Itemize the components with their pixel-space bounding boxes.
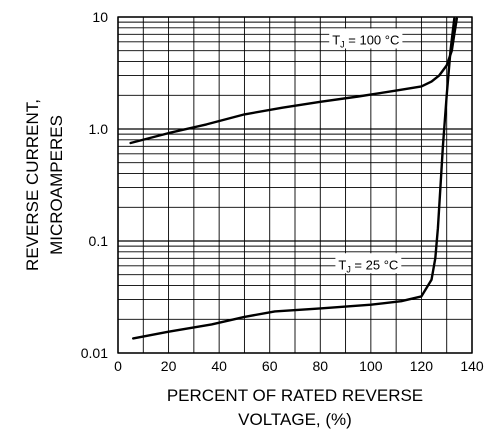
x-tick-label: 80 bbox=[312, 358, 328, 374]
y-axis-title-line-2: MICROAMPERES bbox=[47, 115, 66, 255]
y-tick-label: 0.01 bbox=[81, 345, 108, 361]
axis-titles: PERCENT OF RATED REVERSE VOLTAGE, (%) REVE… bbox=[23, 99, 423, 429]
y-tick-label: 0.1 bbox=[89, 233, 109, 249]
x-tick-label: 0 bbox=[114, 358, 122, 374]
series-line-2 bbox=[132, 17, 456, 340]
curve-label-subscript: J bbox=[340, 39, 345, 49]
x-axis-title-line-2: VOLTAGE, (%) bbox=[238, 410, 352, 429]
x-tick-label: 120 bbox=[410, 358, 434, 374]
curve-label-text: TJ = 100 °C bbox=[332, 32, 399, 49]
curve-labels: TJ = 100 °CTJ = 25 °C bbox=[329, 28, 403, 274]
curve-label-2: TJ = 25 °C bbox=[335, 253, 402, 274]
curve-label-background bbox=[329, 28, 403, 49]
x-tick-label: 40 bbox=[211, 358, 227, 374]
curve-label-main: T bbox=[338, 257, 346, 272]
grid bbox=[117, 16, 473, 354]
x-tick-label: 20 bbox=[161, 358, 177, 374]
curve-label-subscript: J bbox=[346, 264, 351, 274]
y-tick-label: 10 bbox=[92, 9, 108, 25]
x-tick-label: 100 bbox=[359, 358, 383, 374]
curve-label-1: TJ = 100 °C bbox=[329, 28, 403, 49]
curve-label-main: T bbox=[332, 32, 340, 47]
y-tick-label: 1.0 bbox=[89, 121, 109, 137]
curve-label-rest: = 100 °C bbox=[345, 32, 400, 47]
y-axis-title-line-1: REVERSE CURRENT, bbox=[23, 99, 42, 271]
tick-labels: 0 20 40 60 80 100 120 140 10 1.0 0.1 0.01 bbox=[81, 9, 484, 374]
curve-label-text: TJ = 25 °C bbox=[338, 257, 398, 274]
curve-label-rest: = 25 °C bbox=[351, 257, 398, 272]
x-tick-label: 60 bbox=[262, 358, 278, 374]
x-axis-title-line-1: PERCENT OF RATED REVERSE bbox=[167, 386, 423, 405]
plot-frame bbox=[117, 16, 473, 354]
curve-label-background bbox=[335, 253, 402, 274]
series-group bbox=[129, 17, 458, 340]
x-tick-label: 140 bbox=[460, 358, 484, 374]
